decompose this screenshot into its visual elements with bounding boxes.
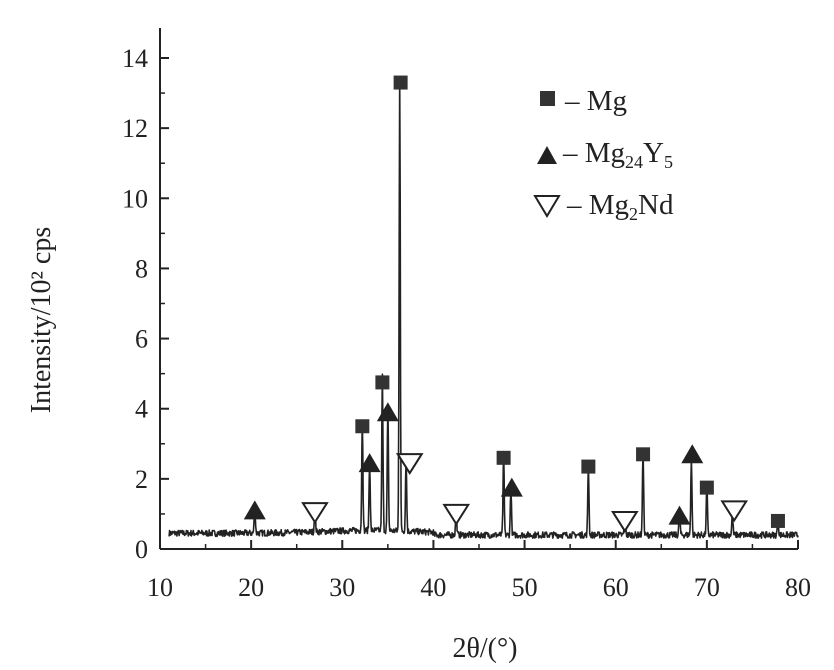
mg2nd-inverted-triangle-marker (395, 453, 424, 475)
legend-mg2nd-label: – Mg2Nd (566, 189, 674, 224)
axes (159, 28, 798, 550)
spectrum-layer (168, 76, 799, 539)
mg2nd-inverted-triangle-marker (611, 510, 639, 533)
legend-mg24y5-triangle-icon (537, 146, 557, 164)
x-tick-label: 20 (238, 573, 264, 602)
x-tick-label: 50 (512, 573, 538, 602)
x-ticks: 10 20 30 40 50 60 70 80 (147, 540, 811, 602)
legend-mg-label: – Mg (564, 85, 627, 117)
mg24y5-triangle-marker (376, 402, 399, 422)
mg-square-marker (375, 375, 390, 390)
mg-square-marker (393, 75, 408, 90)
mg-square-marker (699, 480, 714, 495)
legend-mg24y5-label: – Mg24Y5 (562, 137, 673, 172)
mg24y5-triangle-marker (681, 444, 704, 464)
mg-square-marker (770, 513, 785, 528)
y-axis-title: Intensity/10² cps (26, 227, 57, 413)
x-tick-label: 60 (603, 573, 629, 602)
y-tick-label: 6 (135, 325, 148, 354)
mg-square-marker (496, 450, 511, 465)
legend-mg2nd-inverted-triangle-icon (533, 195, 561, 218)
x-tick-label: 10 (147, 573, 173, 602)
mg2nd-inverted-triangle-marker (301, 502, 329, 525)
y-tick-label: 4 (135, 395, 148, 424)
y-tick-label: 2 (135, 465, 148, 494)
mg-square-marker (636, 447, 651, 462)
mg24y5-triangle-marker (243, 500, 266, 520)
legend: – Mg – Mg24Y5 – Mg2Nd (533, 85, 674, 224)
x-axis-title: 2θ/(°) (452, 633, 517, 664)
mg2nd-inverted-triangle-marker (720, 500, 749, 523)
x-tick-label: 80 (785, 573, 811, 602)
mg24y5-triangle-marker (500, 477, 523, 497)
y-tick-label: 10 (122, 184, 148, 213)
xrd-spectrum-line (168, 76, 799, 539)
y-tick-label: 8 (135, 254, 148, 283)
legend-mg-text: Mg (587, 85, 627, 117)
mg24y5-triangle-marker (668, 505, 691, 525)
phase-markers (243, 75, 785, 533)
y-tick-label: 0 (135, 535, 148, 564)
x-tick-label: 30 (329, 573, 355, 602)
mg-square-marker (581, 459, 596, 474)
mg24y5-triangle-marker (358, 453, 381, 473)
mg-square-marker (355, 419, 370, 434)
legend-mg-square-icon (540, 91, 555, 106)
y-ticks: 0 2 4 6 8 10 12 14 (122, 44, 169, 564)
x-tick-label: 40 (420, 573, 446, 602)
mg2nd-inverted-triangle-marker (442, 503, 471, 526)
x-tick-label: 70 (694, 573, 720, 602)
y-tick-label: 12 (122, 114, 148, 143)
y-tick-label: 14 (122, 44, 148, 73)
